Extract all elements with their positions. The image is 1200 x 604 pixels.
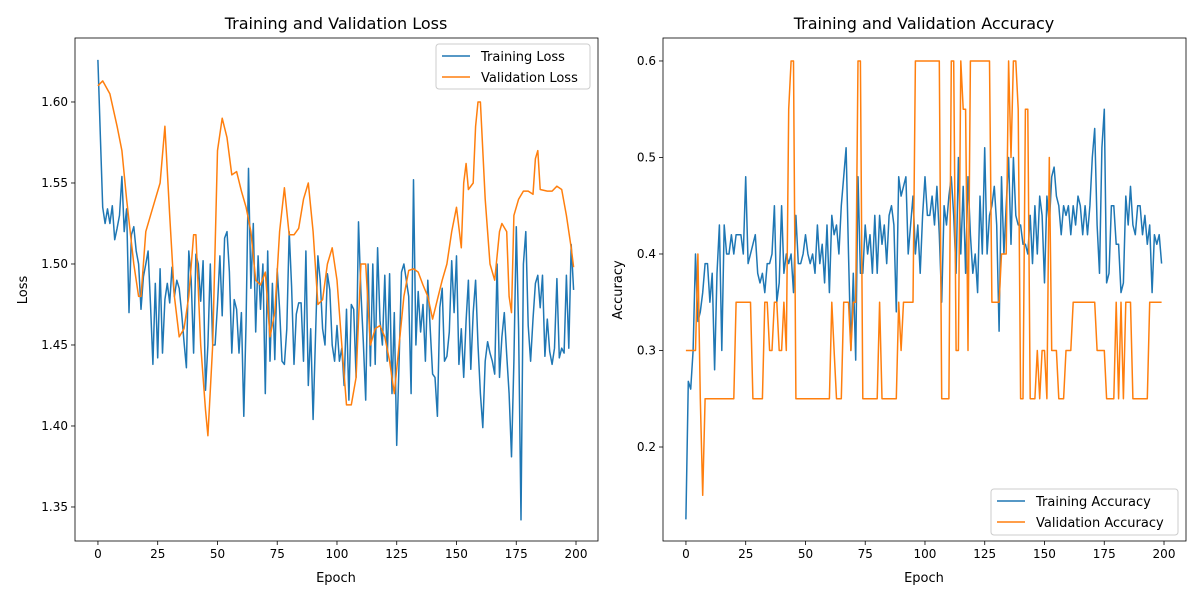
accuracy-xtick-label: 0 (682, 547, 690, 561)
loss-xtick-label: 75 (270, 547, 285, 561)
accuracy-chart: Training and Validation Accuracy Epoch A… (611, 14, 1187, 586)
accuracy-legend-label: Training Accuracy (1035, 495, 1151, 510)
accuracy-legend: Training Accuracy Validation Accuracy (990, 488, 1179, 536)
accuracy-series-validation-accuracy (685, 60, 1162, 497)
loss-series-training-loss (97, 59, 575, 521)
loss-xtick-label: 200 (565, 547, 588, 561)
loss-xtick-label: 0 (94, 547, 102, 561)
accuracy-xtick-label: 175 (1093, 547, 1116, 561)
loss-ytick-label: 1.45 (41, 338, 68, 352)
accuracy-plot-area (685, 60, 1163, 520)
accuracy-ytick-label: 0.6 (637, 54, 656, 68)
loss-legend: Training Loss Validation Loss (435, 43, 591, 90)
accuracy-chart-title: Training and Validation Accuracy (793, 14, 1055, 33)
loss-xtick-label: 125 (385, 547, 408, 561)
accuracy-series-training-accuracy (685, 108, 1163, 520)
accuracy-xtick-label: 100 (914, 547, 937, 561)
accuracy-xtick-label: 50 (798, 547, 813, 561)
loss-legend-label: Training Loss (480, 50, 565, 65)
loss-xtick-label: 150 (445, 547, 468, 561)
loss-xtick-label: 50 (210, 547, 225, 561)
loss-ytick-label: 1.60 (41, 95, 68, 109)
accuracy-ytick-label: 0.4 (637, 247, 656, 261)
loss-plot-area (97, 59, 575, 521)
accuracy-xtick-label: 25 (738, 547, 753, 561)
accuracy-xtick-label: 75 (858, 547, 873, 561)
accuracy-chart-ylabel: Accuracy (611, 260, 626, 320)
accuracy-ytick-label: 0.5 (637, 150, 656, 164)
accuracy-ytick-label: 0.3 (637, 343, 656, 357)
loss-ytick-label: 1.40 (41, 419, 68, 433)
loss-series-validation-loss (97, 80, 575, 437)
loss-chart: Training and Validation Loss Epoch Loss … (16, 14, 599, 586)
loss-xtick-label: 100 (326, 547, 349, 561)
loss-ytick-label: 1.50 (41, 257, 68, 271)
accuracy-legend-box (990, 488, 1179, 536)
loss-ytick-label: 1.35 (41, 500, 68, 514)
accuracy-legend-label: Validation Accuracy (1036, 516, 1164, 531)
accuracy-axes-frame (662, 37, 1187, 542)
accuracy-xtick-label: 150 (1033, 547, 1056, 561)
loss-ytick-label: 1.55 (41, 176, 68, 190)
loss-chart-title: Training and Validation Loss (224, 14, 448, 33)
loss-chart-ylabel: Loss (16, 276, 31, 305)
accuracy-xtick-label: 125 (973, 547, 996, 561)
loss-chart-xlabel: Epoch (316, 571, 356, 586)
loss-xtick-label: 175 (505, 547, 528, 561)
accuracy-chart-xlabel: Epoch (904, 571, 944, 586)
accuracy-xtick-label: 200 (1153, 547, 1176, 561)
loss-legend-box (435, 43, 591, 90)
loss-axes-frame (74, 37, 599, 542)
accuracy-ytick-label: 0.2 (637, 440, 656, 454)
loss-legend-label: Validation Loss (481, 71, 578, 86)
loss-xtick-label: 25 (150, 547, 165, 561)
